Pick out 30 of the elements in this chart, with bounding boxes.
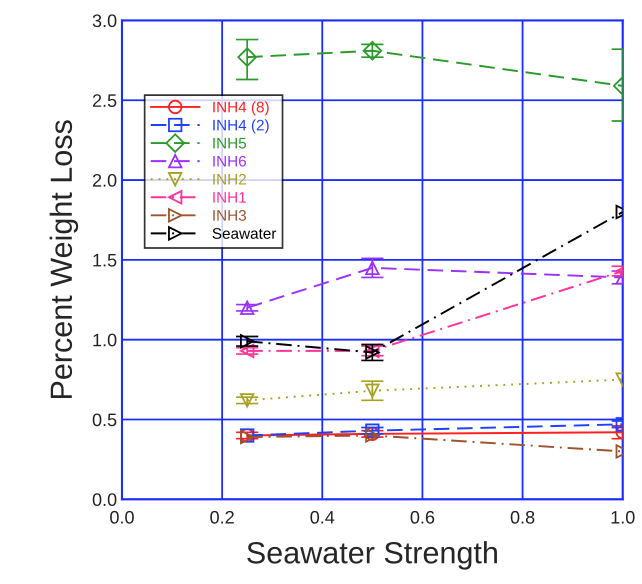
point: [240, 393, 254, 408]
point: [365, 384, 380, 398]
x-tick-label: 0.8: [510, 510, 534, 524]
point: [237, 47, 257, 67]
point: [365, 260, 380, 276]
x-axis-title: Seawater Strength: [247, 541, 497, 570]
legend-label: INH3: [213, 210, 246, 221]
legend-label: INH4 (2): [213, 119, 269, 134]
point: [240, 334, 254, 348]
legend-label: INH5: [213, 138, 246, 149]
x-tick-label: 0.2: [210, 510, 234, 524]
y-tick-label: 2.0: [92, 174, 116, 187]
legend-label: Seawater: [212, 228, 276, 239]
y-tick-label: 3.0: [92, 14, 116, 28]
x-tick-label: 0.4: [310, 510, 334, 524]
legend-label: INH1: [213, 192, 246, 203]
y-tick-label: 1.0: [93, 334, 116, 346]
x-tick-label: 1.0: [612, 510, 635, 524]
x-tick-label: 0.6: [410, 510, 434, 524]
y-axis-title: Percent Weight Loss: [50, 120, 78, 398]
point: [240, 344, 254, 358]
x-tick-label: 0.0: [110, 510, 134, 524]
y-tick-label: 0.5: [92, 413, 116, 426]
y-tick-label: 2.5: [92, 94, 116, 107]
y-tick-label: 0.0: [92, 493, 116, 506]
point: [240, 300, 254, 315]
legend-label: INH6: [213, 156, 246, 167]
legend-label: INH2: [213, 174, 246, 185]
y-tick-label: 1.5: [93, 254, 116, 267]
legend-label: INH4 (8): [213, 101, 269, 116]
